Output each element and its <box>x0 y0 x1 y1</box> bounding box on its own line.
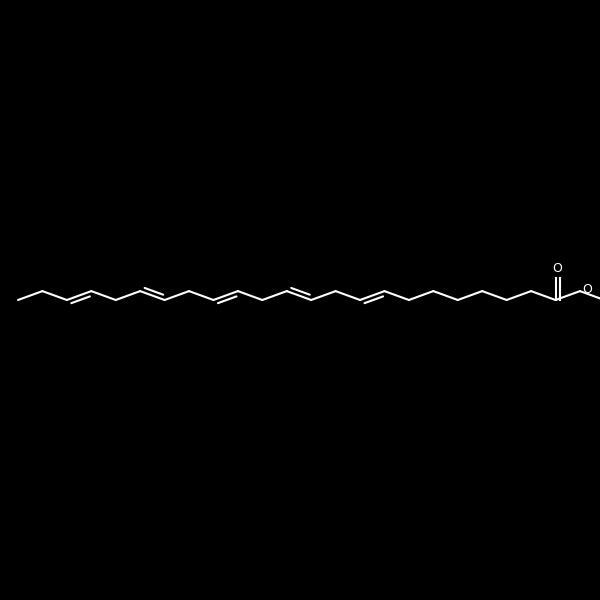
Text: O: O <box>582 283 592 296</box>
Text: O: O <box>553 263 562 275</box>
